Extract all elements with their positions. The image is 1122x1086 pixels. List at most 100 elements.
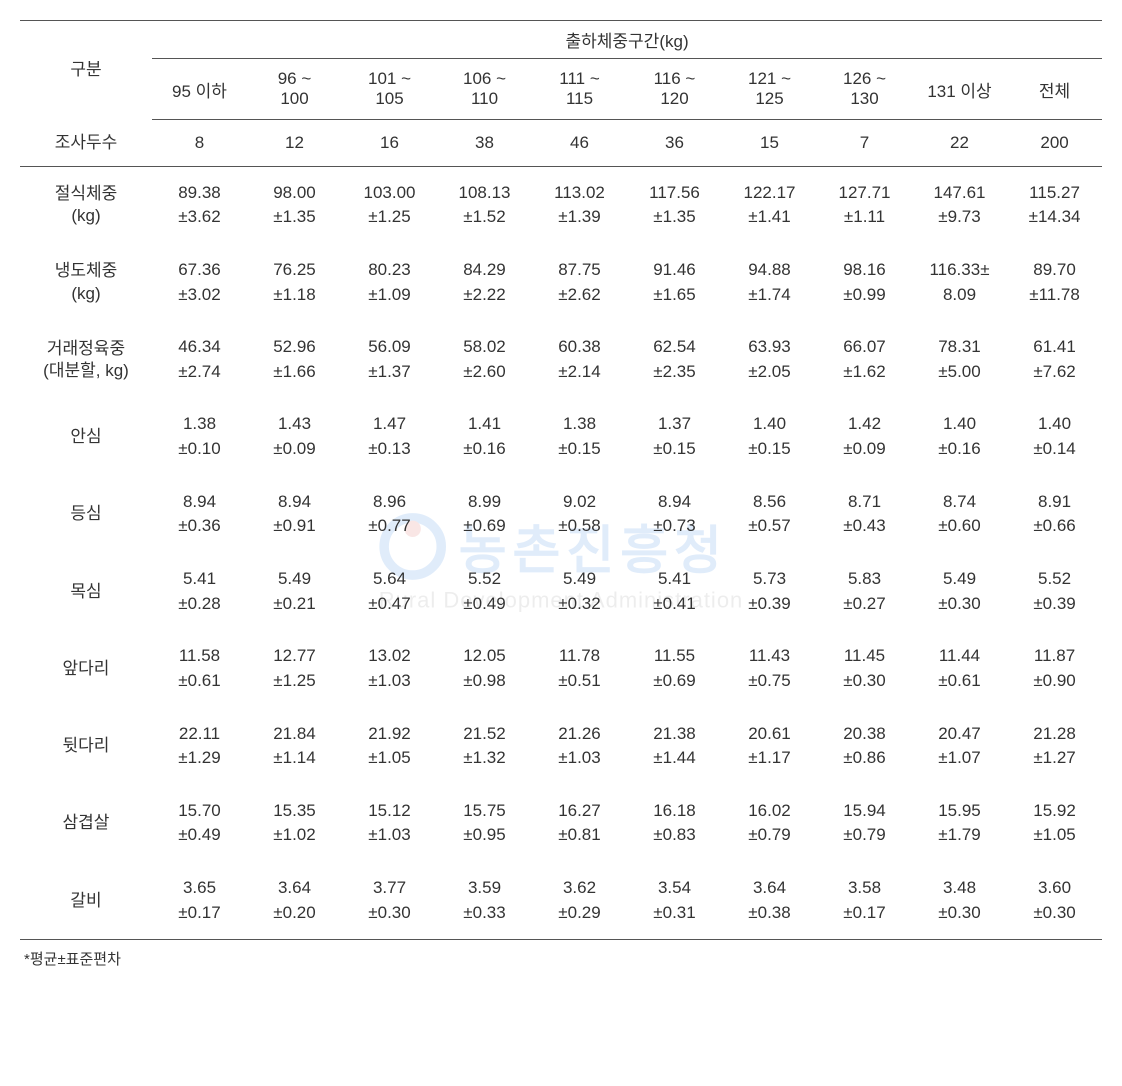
- cell-value: 52.96±1.66: [247, 321, 342, 398]
- cell-value: 8.94±0.91: [247, 476, 342, 553]
- column-header: 96 ~100: [247, 59, 342, 120]
- cell-value: 21.84±1.14: [247, 708, 342, 785]
- cell-value: 76.25±1.18: [247, 244, 342, 321]
- cell-value: 9.02±0.58: [532, 476, 627, 553]
- table-row: 삼겹살15.70±0.4915.35±1.0215.12±1.0315.75±0…: [20, 785, 1102, 862]
- cell-value: 21.26±1.03: [532, 708, 627, 785]
- cell-value: 21.52±1.32: [437, 708, 532, 785]
- corner-header: 구분: [20, 21, 152, 120]
- column-header: 116 ~120: [627, 59, 722, 120]
- row-label: 갈비: [20, 862, 152, 940]
- cell-value: 1.40±0.14: [1007, 398, 1102, 475]
- table-row: 뒷다리22.11±1.2921.84±1.1421.92±1.0521.52±1…: [20, 708, 1102, 785]
- cell-value: 11.55±0.69: [627, 630, 722, 707]
- cell-value: 62.54±2.35: [627, 321, 722, 398]
- cell-value: 5.49±0.30: [912, 553, 1007, 630]
- cell-value: 122.17±1.41: [722, 166, 817, 244]
- cell-value: 1.40±0.16: [912, 398, 1007, 475]
- cell-value: 15.35±1.02: [247, 785, 342, 862]
- cell-value: 8.56±0.57: [722, 476, 817, 553]
- cell-value: 5.83±0.27: [817, 553, 912, 630]
- cell-value: 87.75±2.62: [532, 244, 627, 321]
- cell-value: 15.70±0.49: [152, 785, 247, 862]
- cell-value: 8.96±0.77: [342, 476, 437, 553]
- table-row: 거래정육중(대분할, kg)46.34±2.7452.96±1.6656.09±…: [20, 321, 1102, 398]
- cell-value: 3.54±0.31: [627, 862, 722, 940]
- cell-value: 1.38±0.15: [532, 398, 627, 475]
- cell-value: 94.88±1.74: [722, 244, 817, 321]
- cell-value: 116.33±8.09: [912, 244, 1007, 321]
- cell-value: 67.36±3.02: [152, 244, 247, 321]
- row-label: 삼겹살: [20, 785, 152, 862]
- column-header: 101 ~105: [342, 59, 437, 120]
- cell-value: 98.16±0.99: [817, 244, 912, 321]
- cell-value: 5.52±0.39: [1007, 553, 1102, 630]
- table-body: 조사두수8121638463615722200절식체중(kg)89.38±3.6…: [20, 120, 1102, 940]
- cell-value: 89.38±3.62: [152, 166, 247, 244]
- cell-value: 1.42±0.09: [817, 398, 912, 475]
- cell-value: 1.43±0.09: [247, 398, 342, 475]
- cell-value: 3.58±0.17: [817, 862, 912, 940]
- table-container: 농촌진흥청 Rural Development Administration 구…: [20, 20, 1102, 969]
- cell-value: 36: [627, 120, 722, 167]
- table-header: 구분 출하체중구간(kg) 95 이하96 ~100101 ~105106 ~1…: [20, 21, 1102, 120]
- cell-value: 1.47±0.13: [342, 398, 437, 475]
- cell-value: 8.71±0.43: [817, 476, 912, 553]
- cell-value: 11.78±0.51: [532, 630, 627, 707]
- table-row: 절식체중(kg)89.38±3.6298.00±1.35103.00±1.251…: [20, 166, 1102, 244]
- table-row: 조사두수8121638463615722200: [20, 120, 1102, 167]
- cell-value: 8.91±0.66: [1007, 476, 1102, 553]
- cell-value: 22: [912, 120, 1007, 167]
- cell-value: 5.49±0.32: [532, 553, 627, 630]
- cell-value: 46: [532, 120, 627, 167]
- cell-value: 7: [817, 120, 912, 167]
- column-header: 106 ~110: [437, 59, 532, 120]
- cell-value: 16.18±0.83: [627, 785, 722, 862]
- cell-value: 21.38±1.44: [627, 708, 722, 785]
- cell-value: 61.41±7.62: [1007, 321, 1102, 398]
- cell-value: 91.46±1.65: [627, 244, 722, 321]
- footnote: *평균±표준편차: [20, 940, 1102, 969]
- group-header: 출하체중구간(kg): [152, 21, 1102, 59]
- cell-value: 8.74±0.60: [912, 476, 1007, 553]
- cell-value: 11.45±0.30: [817, 630, 912, 707]
- table-row: 안심1.38±0.101.43±0.091.47±0.131.41±0.161.…: [20, 398, 1102, 475]
- cell-value: 12: [247, 120, 342, 167]
- column-header: 95 이하: [152, 59, 247, 120]
- column-header: 전체: [1007, 59, 1102, 120]
- row-label: 조사두수: [20, 120, 152, 167]
- cell-value: 63.93±2.05: [722, 321, 817, 398]
- cell-value: 3.64±0.20: [247, 862, 342, 940]
- cell-value: 1.41±0.16: [437, 398, 532, 475]
- cell-value: 58.02±2.60: [437, 321, 532, 398]
- cell-value: 8.99±0.69: [437, 476, 532, 553]
- cell-value: 5.49±0.21: [247, 553, 342, 630]
- column-header: 131 이상: [912, 59, 1007, 120]
- row-label: 안심: [20, 398, 152, 475]
- cell-value: 3.65±0.17: [152, 862, 247, 940]
- cell-value: 78.31±5.00: [912, 321, 1007, 398]
- cell-value: 15.95±1.79: [912, 785, 1007, 862]
- table-row: 목심5.41±0.285.49±0.215.64±0.475.52±0.495.…: [20, 553, 1102, 630]
- cell-value: 11.87±0.90: [1007, 630, 1102, 707]
- cell-value: 8: [152, 120, 247, 167]
- cell-value: 11.58±0.61: [152, 630, 247, 707]
- cell-value: 11.44±0.61: [912, 630, 1007, 707]
- cell-value: 1.37±0.15: [627, 398, 722, 475]
- cell-value: 113.02±1.39: [532, 166, 627, 244]
- row-label: 거래정육중(대분할, kg): [20, 321, 152, 398]
- row-label: 뒷다리: [20, 708, 152, 785]
- table-row: 앞다리11.58±0.6112.77±1.2513.02±1.0312.05±0…: [20, 630, 1102, 707]
- cell-value: 5.64±0.47: [342, 553, 437, 630]
- cell-value: 20.47±1.07: [912, 708, 1007, 785]
- cell-value: 80.23±1.09: [342, 244, 437, 321]
- row-label: 절식체중(kg): [20, 166, 152, 244]
- cell-value: 200: [1007, 120, 1102, 167]
- table-row: 냉도체중(kg)67.36±3.0276.25±1.1880.23±1.0984…: [20, 244, 1102, 321]
- cell-value: 46.34±2.74: [152, 321, 247, 398]
- cell-value: 16.02±0.79: [722, 785, 817, 862]
- cell-value: 5.41±0.28: [152, 553, 247, 630]
- cell-value: 3.59±0.33: [437, 862, 532, 940]
- cell-value: 127.71±1.11: [817, 166, 912, 244]
- cell-value: 13.02±1.03: [342, 630, 437, 707]
